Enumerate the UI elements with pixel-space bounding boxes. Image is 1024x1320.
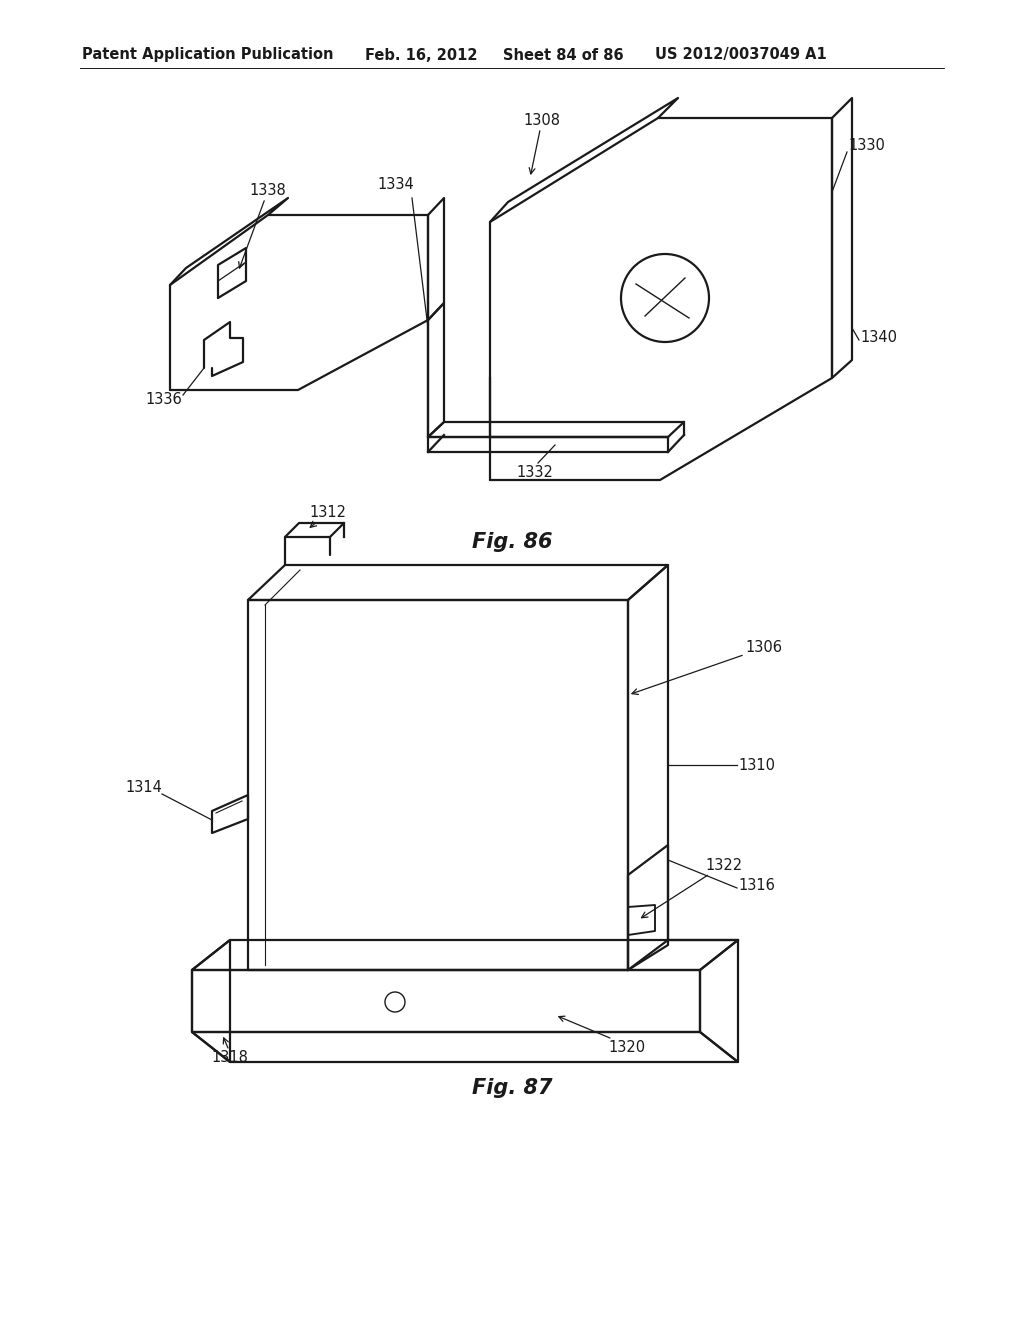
Text: Sheet 84 of 86: Sheet 84 of 86: [503, 48, 624, 62]
Text: 1318: 1318: [212, 1049, 249, 1065]
Text: 1336: 1336: [145, 392, 182, 408]
Text: 1330: 1330: [848, 137, 885, 153]
Text: 1310: 1310: [738, 758, 775, 772]
Text: 1332: 1332: [516, 465, 553, 480]
Text: US 2012/0037049 A1: US 2012/0037049 A1: [655, 48, 826, 62]
Text: Patent Application Publication: Patent Application Publication: [82, 48, 334, 62]
Text: 1308: 1308: [523, 114, 560, 174]
Text: 1312: 1312: [309, 506, 346, 527]
Text: 1306: 1306: [632, 640, 782, 694]
Text: 1320: 1320: [608, 1040, 645, 1055]
Text: 1340: 1340: [860, 330, 897, 346]
Text: Fig. 87: Fig. 87: [472, 1078, 552, 1098]
Text: 1338: 1338: [239, 183, 287, 268]
Text: 1316: 1316: [738, 878, 775, 892]
Text: 1334: 1334: [378, 177, 415, 191]
Text: 1314: 1314: [125, 780, 162, 796]
Text: 1322: 1322: [641, 858, 742, 917]
Text: Feb. 16, 2012: Feb. 16, 2012: [365, 48, 477, 62]
Text: Fig. 86: Fig. 86: [472, 532, 552, 552]
